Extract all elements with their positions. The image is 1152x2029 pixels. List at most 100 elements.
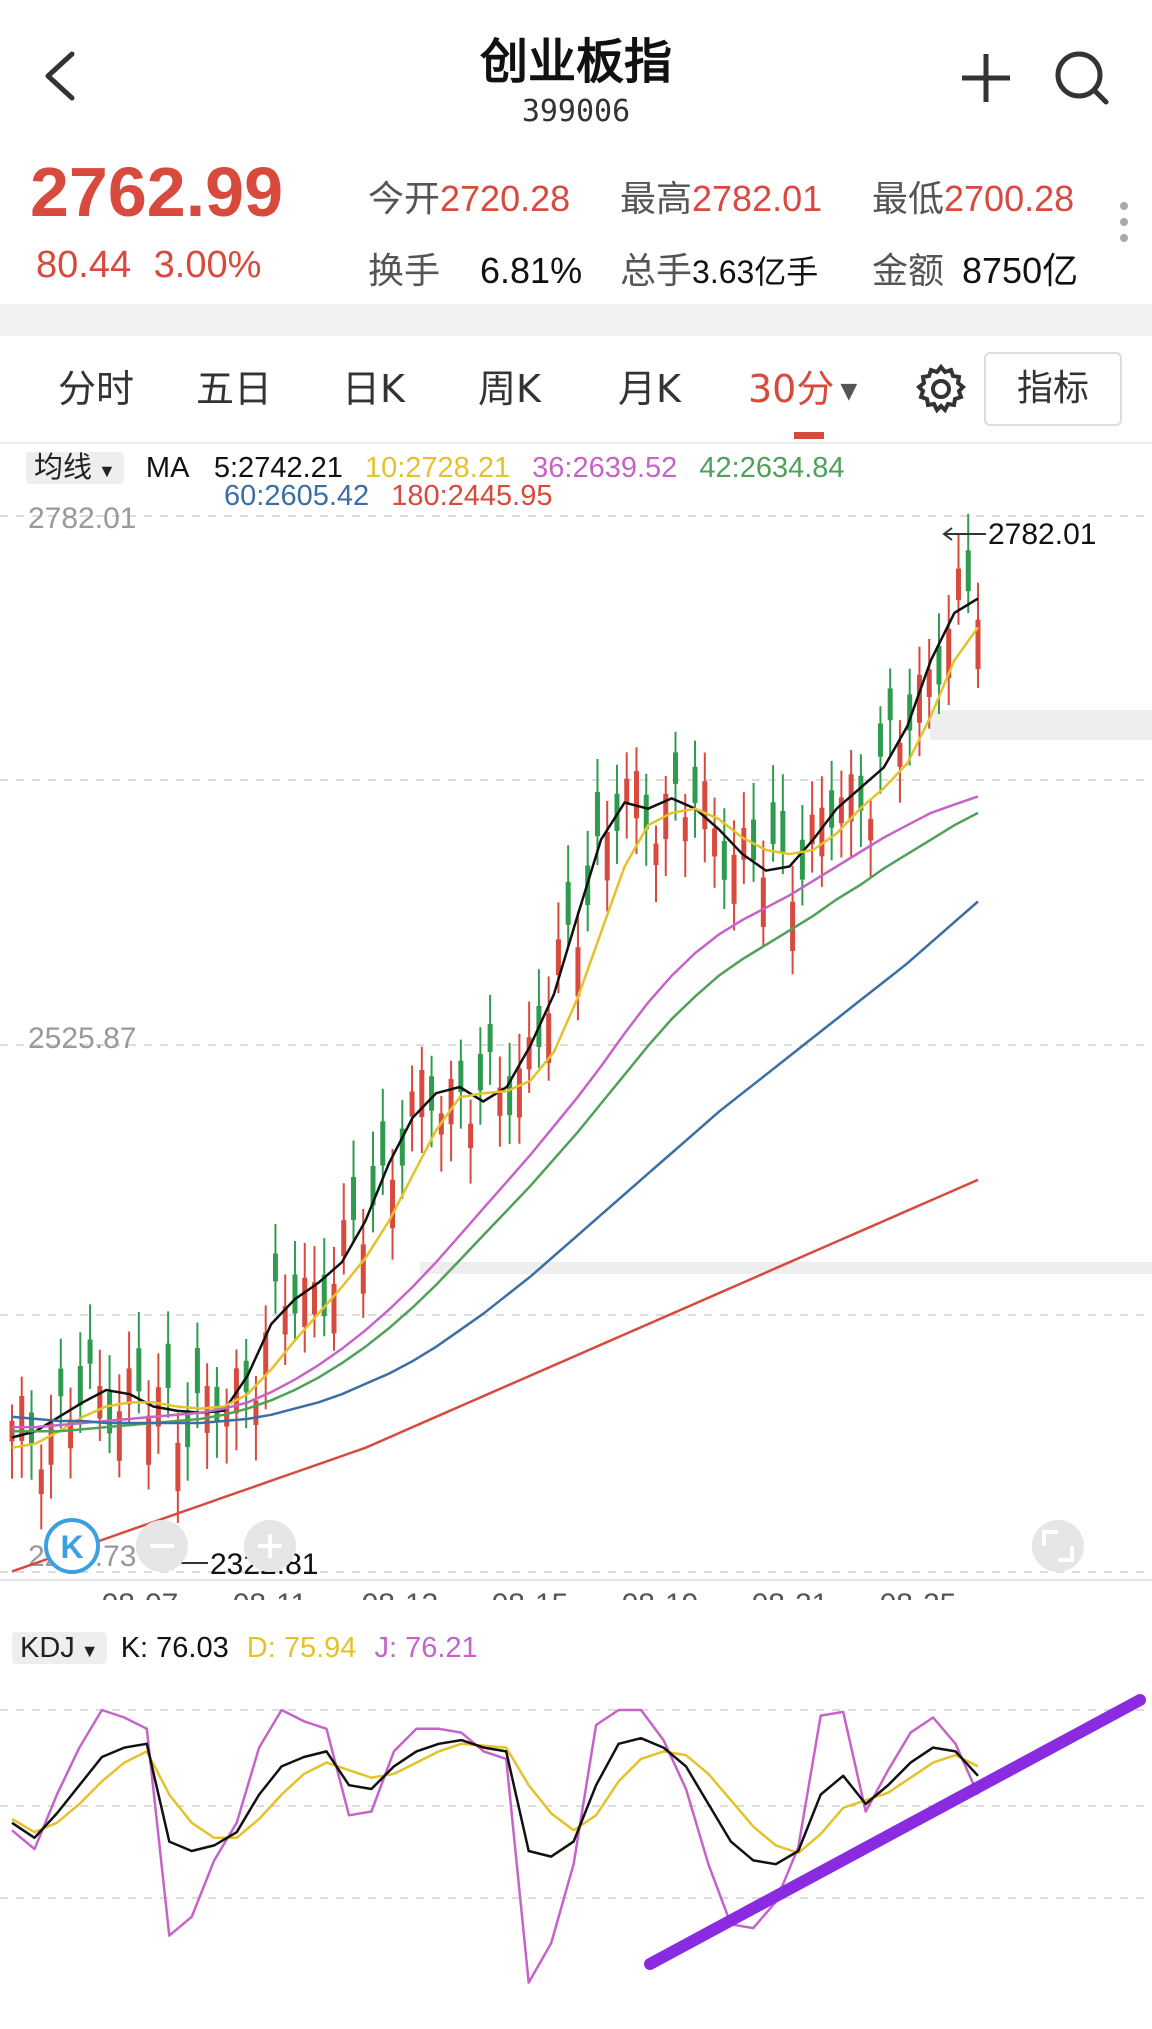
- x-tick-label: 08-15: [492, 1588, 569, 1600]
- price-change: 80.44 3.00%: [36, 244, 261, 287]
- stock-code: 399006: [521, 94, 631, 129]
- stat-low: 最低2700.28: [872, 170, 1074, 222]
- ma10-label: 10:2728.21: [364, 452, 511, 484]
- candle-body: [497, 1087, 503, 1116]
- candle-body: [292, 1274, 298, 1314]
- candle-body: [458, 1060, 464, 1093]
- fullscreen-button[interactable]: [1032, 1520, 1084, 1572]
- stat-value: 6.81%: [480, 250, 583, 291]
- kdj-title: KDJ: [20, 1632, 75, 1664]
- candle-body: [380, 1121, 386, 1166]
- x-tick-label: 08-19: [622, 1588, 699, 1600]
- ma-prefix: MA: [145, 452, 188, 484]
- indicator-button[interactable]: 指标: [984, 352, 1122, 426]
- candlestick-chart[interactable]: 2782.012525.872269.732782.012322.8108-07…: [0, 500, 1152, 1600]
- search-icon[interactable]: [1052, 48, 1112, 108]
- candle-body: [165, 1343, 171, 1389]
- candle-body: [48, 1422, 54, 1465]
- candle-body: [936, 645, 942, 685]
- candle-body: [751, 819, 757, 861]
- tab-monthly-k[interactable]: 月K: [618, 367, 681, 411]
- candle-body: [838, 797, 844, 824]
- stat-value: 3.63亿手: [692, 254, 819, 290]
- more-dots-icon[interactable]: [1118, 200, 1130, 244]
- candle-body: [185, 1410, 191, 1448]
- x-tick-label: 08-07: [102, 1588, 179, 1600]
- stat-label: 最高: [620, 179, 693, 220]
- candle-body: [926, 669, 932, 697]
- active-tab-underline: [794, 432, 824, 439]
- tab-five-day[interactable]: 五日: [196, 367, 273, 411]
- candle-body: [175, 1442, 181, 1492]
- caret-down-icon: ▼: [98, 461, 116, 481]
- k-mode-button[interactable]: [44, 1518, 100, 1574]
- candle-body: [712, 828, 718, 857]
- candle-body: [448, 1079, 454, 1125]
- candle-body: [907, 694, 913, 731]
- candle-body: [507, 1076, 513, 1116]
- ma5-label: 5:2742.21: [213, 452, 343, 484]
- expand-icon: [1042, 1530, 1058, 1546]
- stat-high: 最高2782.01: [620, 170, 822, 222]
- candle-body: [419, 1069, 425, 1118]
- candle-body: [604, 831, 610, 881]
- x-tick-label: 08-25: [880, 1588, 957, 1600]
- kdj-chart[interactable]: [0, 1666, 1152, 2029]
- gear-icon[interactable]: [914, 362, 968, 416]
- highlight-band: [420, 1262, 1152, 1274]
- candle-body: [321, 1274, 327, 1317]
- candle-body: [146, 1415, 152, 1465]
- candle-body: [809, 814, 815, 845]
- candle-body: [516, 1068, 522, 1118]
- k-mode-icon: K: [60, 1529, 83, 1565]
- candle-body: [594, 792, 600, 837]
- candle-body: [555, 939, 561, 976]
- ma-legend-row-1: 均线 ▼ MA 5:2742.21 10:2728.21 36:2639.52 4…: [26, 444, 845, 486]
- candle-body: [126, 1368, 132, 1405]
- kdj-dropdown[interactable]: KDJ ▼: [12, 1632, 107, 1664]
- ma-line-ma42: [12, 811, 979, 1433]
- tab-daily-k[interactable]: 日K: [342, 367, 405, 411]
- back-icon[interactable]: [36, 46, 86, 106]
- candle-body: [360, 1244, 366, 1294]
- candle-body: [477, 1053, 483, 1091]
- tab-weekly-k[interactable]: 周K: [478, 367, 541, 411]
- page-title: 创业板指: [479, 34, 672, 90]
- candle-body: [399, 1128, 405, 1166]
- candle-body: [897, 743, 903, 767]
- candle-body: [272, 1253, 278, 1282]
- candle-body: [946, 628, 952, 678]
- candle-body: [487, 1023, 493, 1053]
- stat-open: 今开2720.28: [368, 170, 570, 222]
- kdj-k-label: K: 76.03: [120, 1632, 229, 1664]
- ma-legend-row-2: 60:2605.42 180:2445.95: [224, 480, 553, 513]
- x-tick-label: 08-11: [233, 1588, 308, 1600]
- tab-30-min-label: 30分: [748, 367, 835, 411]
- ma-line-ma60: [11, 900, 979, 1425]
- candle-body: [526, 1037, 532, 1070]
- candle-body: [790, 901, 796, 951]
- ma-mode-dropdown[interactable]: 均线 ▼: [26, 452, 124, 484]
- ma60-label: 60:2605.42: [224, 480, 370, 512]
- candle-body: [829, 790, 835, 828]
- candle-body: [546, 1013, 552, 1063]
- candle-body: [975, 619, 981, 670]
- candle-body: [311, 1282, 317, 1315]
- candle-body: [858, 775, 864, 811]
- candle-body: [702, 781, 708, 830]
- trend-line-annotation: [644, 1694, 1146, 1970]
- candle-body: [351, 1176, 357, 1220]
- candle-body: [136, 1348, 142, 1392]
- candle-body: [799, 839, 805, 880]
- kdj-line-j: [11, 1708, 980, 1984]
- tab-intraday[interactable]: 分时: [58, 367, 135, 411]
- candle-body: [643, 794, 649, 830]
- candle-body: [409, 1091, 415, 1117]
- x-tick-label: 08-21: [752, 1588, 829, 1600]
- candle-body: [780, 811, 786, 854]
- candle-body: [77, 1365, 83, 1406]
- y-tick-label: 2525.87: [28, 1022, 136, 1055]
- change-value: 80.44: [36, 244, 132, 286]
- plus-icon[interactable]: [958, 50, 1014, 106]
- tab-30-min[interactable]: 30分 ▼: [748, 358, 857, 413]
